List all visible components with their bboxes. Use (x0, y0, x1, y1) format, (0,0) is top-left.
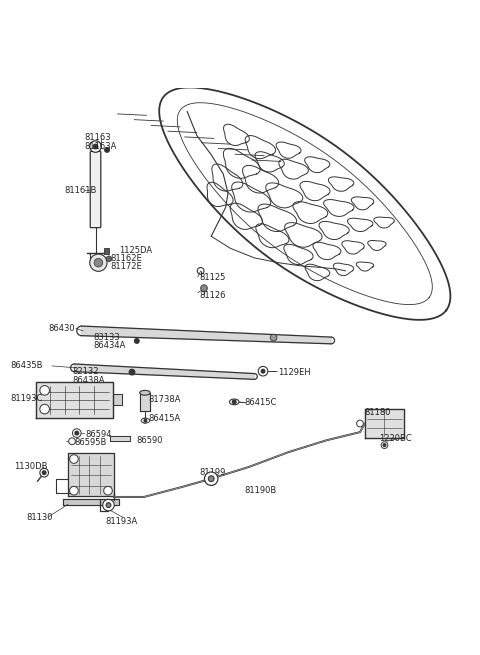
Text: 86415C: 86415C (245, 398, 277, 407)
Circle shape (381, 441, 388, 449)
Text: 1125DA: 1125DA (119, 246, 152, 255)
Ellipse shape (141, 419, 150, 423)
Text: 81738A: 81738A (149, 395, 181, 404)
Text: 86595B: 86595B (74, 438, 107, 447)
Circle shape (106, 256, 112, 262)
Circle shape (204, 472, 218, 485)
Circle shape (72, 429, 81, 438)
Text: 86435B: 86435B (11, 362, 43, 370)
Circle shape (104, 487, 112, 495)
Text: 81162E: 81162E (110, 254, 142, 263)
Circle shape (105, 147, 109, 153)
Circle shape (70, 487, 78, 495)
Polygon shape (110, 436, 130, 441)
Text: 81163A: 81163A (84, 141, 116, 151)
Text: 1130DB: 1130DB (14, 462, 48, 471)
Text: 1129EH: 1129EH (278, 367, 311, 377)
Text: 81193A: 81193A (106, 517, 138, 527)
Ellipse shape (229, 399, 239, 405)
Text: 86430: 86430 (48, 324, 74, 333)
Text: 81161B: 81161B (65, 186, 97, 195)
FancyBboxPatch shape (90, 151, 101, 228)
Polygon shape (82, 326, 331, 344)
Circle shape (261, 369, 265, 373)
Circle shape (94, 258, 103, 267)
Circle shape (69, 438, 75, 445)
Circle shape (40, 404, 49, 414)
FancyBboxPatch shape (104, 248, 109, 253)
Circle shape (90, 141, 101, 153)
Text: 81190B: 81190B (245, 486, 277, 495)
Text: 83133: 83133 (94, 333, 120, 342)
Circle shape (90, 254, 107, 271)
Text: 81193C: 81193C (11, 394, 43, 403)
Ellipse shape (140, 390, 150, 395)
Text: 81163: 81163 (84, 134, 110, 142)
Text: 82132: 82132 (72, 367, 98, 376)
Text: 86594: 86594 (85, 430, 112, 439)
Circle shape (383, 443, 386, 447)
Circle shape (143, 419, 147, 423)
Text: 86590: 86590 (137, 436, 163, 445)
Polygon shape (113, 394, 122, 405)
Text: 86434A: 86434A (94, 341, 126, 350)
Circle shape (70, 455, 78, 463)
Circle shape (40, 468, 48, 477)
Text: 86415A: 86415A (149, 414, 181, 423)
Circle shape (75, 431, 79, 435)
Text: 1220BC: 1220BC (379, 434, 412, 443)
Circle shape (270, 334, 277, 341)
Circle shape (232, 400, 236, 404)
Circle shape (103, 499, 114, 511)
Circle shape (129, 369, 135, 375)
Circle shape (134, 339, 139, 343)
Polygon shape (63, 499, 119, 505)
Polygon shape (365, 409, 404, 438)
Circle shape (144, 419, 147, 422)
Circle shape (42, 471, 46, 475)
Text: 81130: 81130 (26, 513, 53, 521)
Text: 81125: 81125 (199, 272, 226, 282)
Circle shape (208, 476, 214, 481)
Circle shape (201, 285, 207, 291)
Polygon shape (68, 453, 114, 496)
Text: 86438A: 86438A (72, 376, 105, 384)
Text: 81126: 81126 (199, 291, 226, 301)
Text: 81199: 81199 (199, 468, 226, 477)
Circle shape (106, 502, 111, 508)
Polygon shape (36, 382, 113, 418)
Circle shape (40, 386, 49, 395)
Polygon shape (74, 364, 254, 379)
Circle shape (357, 420, 363, 427)
Text: 81180: 81180 (365, 409, 391, 417)
Text: 81172E: 81172E (110, 262, 142, 271)
Circle shape (258, 366, 268, 376)
Polygon shape (140, 393, 150, 411)
Circle shape (93, 144, 98, 149)
